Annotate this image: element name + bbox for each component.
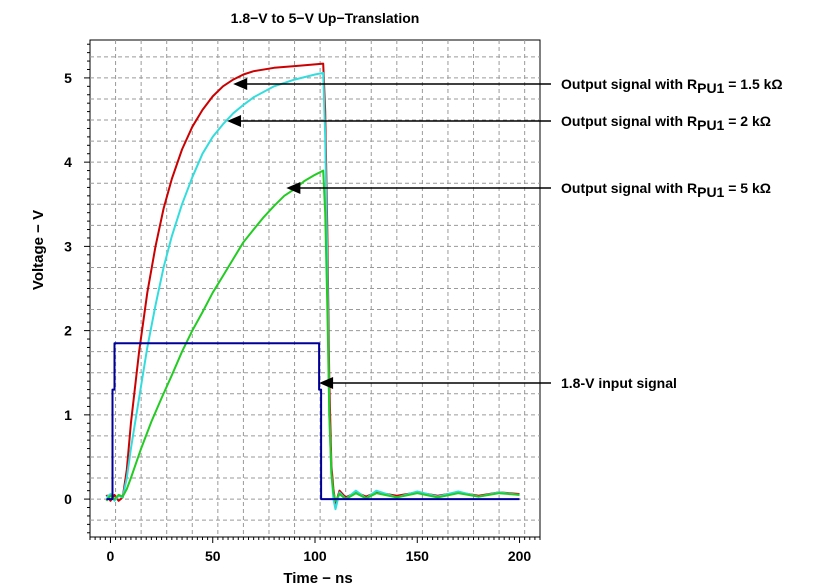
annotation-arrowhead-0 — [233, 78, 248, 90]
y-axis-label: Voltage − V — [30, 210, 47, 290]
annotation-label-2: Output signal with RPU1 = 5 kΩ — [561, 180, 771, 200]
y-tick-label-3: 3 — [64, 238, 72, 254]
x-tick-label-3: 150 — [406, 548, 430, 564]
annotation-label-3: 1.8-V input signal — [561, 375, 677, 391]
annotation-label-0: Output signal with RPU1 = 1.5 kΩ — [561, 76, 783, 96]
annotation-arrowhead-2 — [286, 182, 301, 194]
x-tick-label-4: 200 — [508, 548, 532, 564]
annotation-label-1: Output signal with RPU1 = 2 kΩ — [561, 113, 771, 133]
y-tick-label-0: 0 — [64, 491, 72, 507]
series-group — [105, 62, 520, 511]
x-tick-label-2: 100 — [303, 548, 327, 564]
annotation-arrowhead-3 — [319, 377, 334, 389]
series-line-1 — [105, 71, 520, 511]
chart-title: 1.8−V to 5−V Up−Translation — [231, 10, 420, 26]
series-line-3 — [106, 342, 520, 501]
x-tick-label-1: 50 — [205, 548, 221, 564]
series-line-2 — [105, 169, 520, 502]
grid — [90, 40, 540, 537]
x-tick-label-0: 0 — [107, 548, 115, 564]
annotations: Output signal with RPU1 = 1.5 kΩ Output s… — [227, 76, 783, 391]
annotation-arrowhead-1 — [227, 115, 242, 127]
y-tick-label-4: 4 — [64, 154, 72, 170]
axis-ticks: 0 50 100 150 200 0 1 2 3 4 5 — [64, 43, 541, 564]
y-tick-label-1: 1 — [64, 407, 72, 423]
y-tick-label-5: 5 — [64, 70, 72, 86]
y-tick-label-2: 2 — [64, 323, 72, 339]
x-axis-label: Time − ns — [283, 570, 352, 585]
